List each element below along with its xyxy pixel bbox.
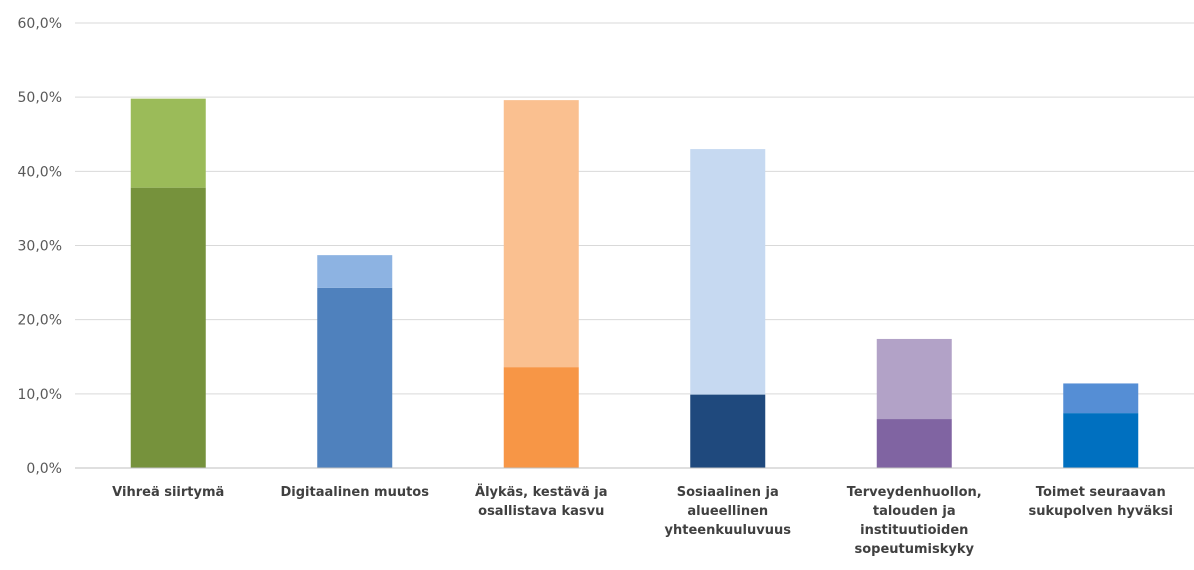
x-category-label: Älykäs, kestävä ja osallistava kasvu — [475, 484, 607, 519]
bar-segment-top — [876, 338, 952, 420]
x-category-label: Toimet seuraavan sukupolven hyväksi — [1029, 485, 1173, 519]
x-axis-category-labels: Vihreä siirtymä Digitaalinen muutos Älykäs… — [112, 484, 1173, 557]
bar-segment-top — [130, 98, 206, 188]
x-category-label: Sosiaalinen ja alueellinen yhteenkuuluvuus — [665, 485, 792, 538]
bar-segment-top — [1063, 383, 1139, 414]
y-axis-tick-labels: 0,0% 10,0% 20,0% 30,0% 40,0% 50,0% 60,0% — [18, 16, 62, 477]
gridlines — [75, 22, 1194, 395]
bar-segment-base — [1063, 413, 1139, 468]
x-category-label: Digitaalinen muutos — [281, 485, 430, 500]
y-tick-label: 10,0% — [18, 387, 62, 403]
bar-segment-base — [130, 187, 206, 468]
bar-segment-base — [876, 419, 952, 468]
y-tick-label: 20,0% — [18, 313, 62, 329]
y-tick-label: 30,0% — [18, 239, 62, 255]
bars — [130, 98, 1139, 468]
bar-segment-base — [503, 367, 579, 468]
y-tick-label: 60,0% — [18, 16, 62, 32]
x-category-label: Vihreä siirtymä — [112, 485, 224, 500]
bar-segment-top — [503, 100, 579, 368]
y-tick-label: 0,0% — [26, 461, 62, 477]
bar-segment-base — [690, 394, 766, 468]
bar-segment-top — [690, 149, 766, 395]
y-tick-label: 50,0% — [18, 90, 62, 106]
y-tick-label: 40,0% — [18, 164, 62, 180]
bar-segment-top — [317, 255, 393, 288]
bar-segment-base — [317, 287, 393, 468]
x-category-label: Terveydenhuollon, talouden ja instituutioi… — [847, 485, 982, 557]
